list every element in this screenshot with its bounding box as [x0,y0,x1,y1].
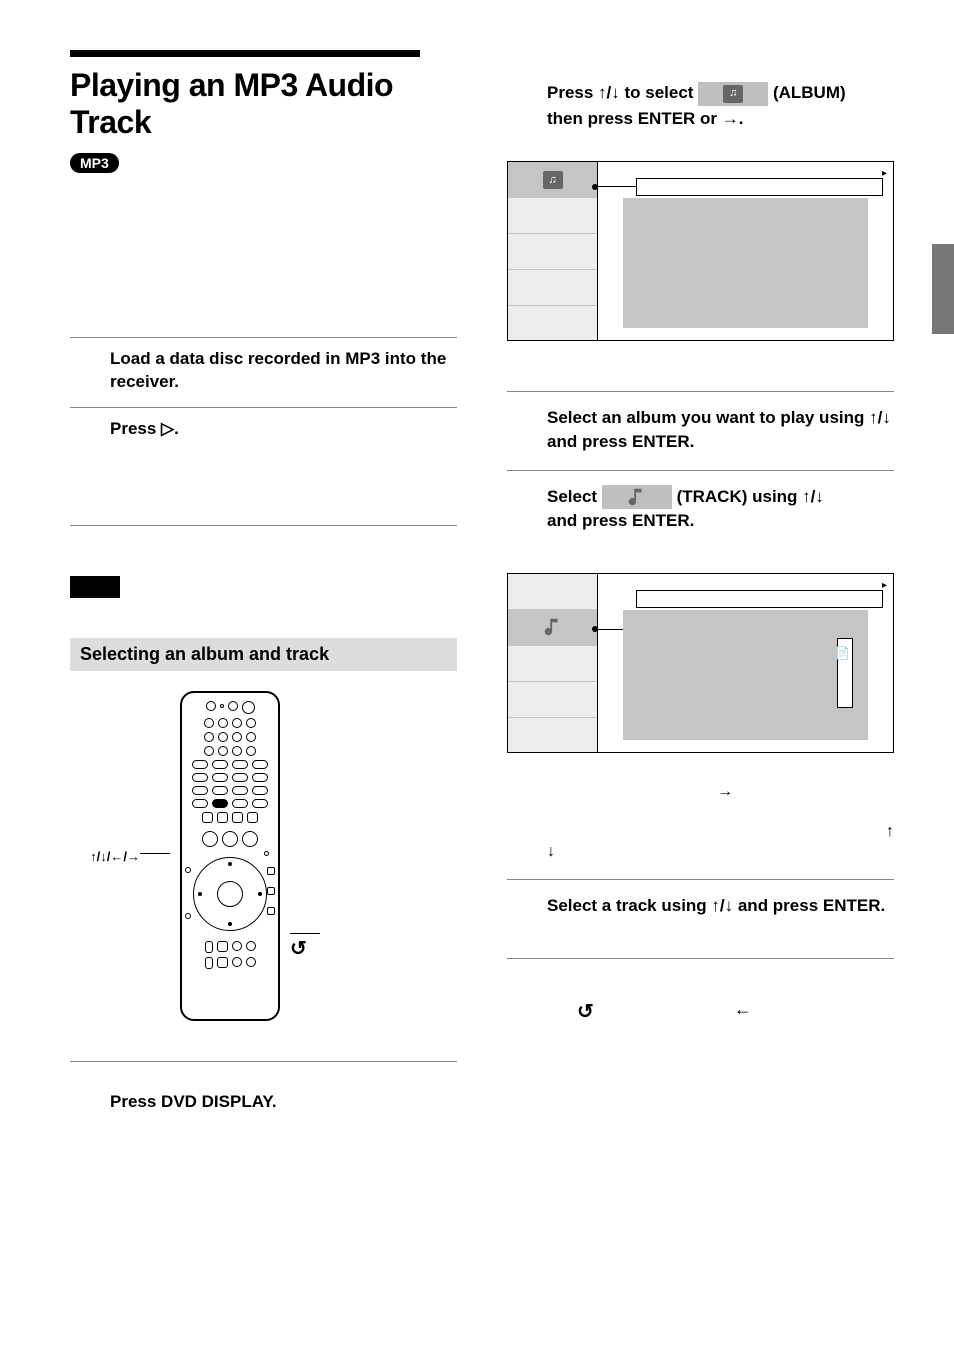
title-rule [70,50,420,57]
arrow-group: → ↑ ↓ [507,783,894,863]
track-label: (TRACK) using ↑/↓ [677,487,824,506]
rule [507,958,894,959]
remote-diagram: ↑/↓/←/→ [70,691,457,1021]
press-dvd-display: Press DVD DISPLAY. [70,1092,457,1112]
step-1-text: Load a data disc recorded in MP3 into th… [70,348,457,394]
top-prefix: Press ↑/↓ to select [547,83,693,102]
track-prefix: Select [547,487,597,506]
music-folder-icon: ♫ [543,171,563,189]
top-suffix: then press ENTER or →. [547,109,743,128]
album-label: (ALBUM) [773,83,846,102]
mp3-badge: MP3 [70,153,119,173]
doc-icon: 📄 [835,646,850,660]
step-2-prefix: Press [110,419,161,438]
down-arrow-icon: ↓ [547,843,555,861]
track-suffix: and press ENTER. [547,511,694,530]
left-column: Playing an MP3 Audio Track MP3 Load a da… [70,50,457,1112]
select-album-step: Select an album you want to play using ↑… [507,406,894,454]
side-tab [932,244,954,334]
music-note-icon [626,486,648,508]
up-arrow-icon: ↑ [886,823,894,841]
left-arrow-icon: ← [734,999,752,1024]
rule [507,879,894,880]
album-menu-diagram: ♫ ▸ [507,161,894,341]
bottom-icons: ↺ ← [507,999,894,1024]
play-icon: ▷ [161,419,174,438]
step-rule [70,337,457,338]
music-note-icon [542,616,564,638]
step-rule [70,1061,457,1062]
music-folder-icon: ♫ [723,85,743,103]
step-2-text: Press ▷. [70,418,457,441]
right-column: Press ↑/↓ to select ♫ (ALBUM) then press… [507,50,894,1112]
select-track-step-2: Select a track using ↑/↓ and press ENTER… [507,894,894,918]
track-menu-diagram: 📄 ▸ [507,573,894,753]
dpad-label: ↑/↓/←/→ [70,849,170,864]
return-icon: ↺ [290,938,307,960]
return-icon: ↺ [577,999,594,1024]
subheading: Selecting an album and track [70,638,457,671]
remote-body [180,691,280,1021]
step-rule [70,407,457,408]
rule [507,470,894,471]
album-icon-box: ♫ [698,82,768,106]
right-arrow-icon: → [717,783,733,801]
track-icon-box [602,485,672,509]
select-track-step: Select (TRACK) using ↑/↓ and press ENTER… [507,485,894,533]
black-marker [70,576,120,598]
right-top-instruction: Press ↑/↓ to select ♫ (ALBUM) then press… [507,80,894,131]
rule [507,391,894,392]
period: . [174,419,179,438]
page-title: Playing an MP3 Audio Track [70,67,457,141]
step-rule [70,525,457,526]
